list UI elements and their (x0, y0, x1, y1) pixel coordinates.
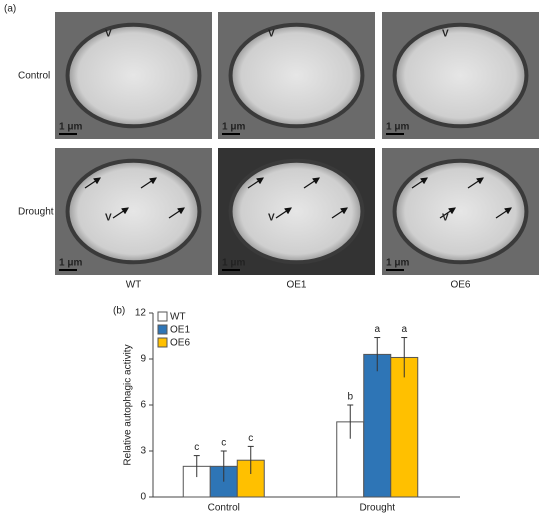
scale-label: 1 μm (386, 258, 409, 269)
arrow (439, 207, 456, 219)
legend-swatch (157, 311, 168, 322)
row-label: Control (18, 71, 50, 82)
bar (182, 465, 211, 498)
vacuole-label: V (442, 29, 449, 40)
significance-letter: c (221, 438, 226, 449)
arrow (495, 207, 512, 219)
significance-letter: b (347, 392, 353, 403)
arrow (331, 207, 348, 219)
panel-label: (b) (113, 306, 125, 317)
arrow (467, 177, 484, 189)
scale-label: 1 μm (222, 122, 245, 133)
scale-label: 1 μm (222, 258, 245, 269)
bar (363, 353, 392, 498)
vacuole-label: V (268, 29, 275, 40)
scale-label: 1 μm (59, 122, 82, 133)
vacuole (228, 22, 365, 129)
arrow (84, 177, 101, 189)
legend-swatch (157, 324, 168, 335)
y-tick-label: 0 (140, 492, 146, 503)
legend-label: WT (170, 312, 186, 323)
scale-label: 1 μm (59, 258, 82, 269)
arrow (275, 207, 292, 219)
bar (390, 356, 419, 498)
arrow (411, 177, 428, 189)
scale-label: 1 μm (386, 122, 409, 133)
legend-label: OE1 (170, 325, 190, 336)
legend-label: OE6 (170, 338, 190, 349)
vacuole (392, 22, 529, 129)
arrow (112, 207, 129, 219)
column-label: OE6 (450, 280, 470, 291)
vacuole (228, 158, 365, 265)
vacuole (65, 22, 202, 129)
vacuole-label: V (105, 213, 112, 224)
y-tick-label: 12 (135, 308, 147, 319)
vacuole-label: V (268, 213, 275, 224)
arrow (247, 177, 264, 189)
y-tick-label: 9 (140, 354, 146, 365)
significance-letter: c (194, 442, 199, 453)
x-tick-label: Control (208, 503, 240, 514)
panel-label: (a) (4, 4, 16, 15)
arrow (303, 177, 320, 189)
y-axis-label: Relative autophagic activity (123, 344, 134, 465)
column-label: OE1 (286, 280, 306, 291)
significance-letter: a (401, 324, 407, 335)
vacuole-label: V (442, 213, 449, 224)
arrow (168, 207, 185, 219)
column-label: WT (126, 280, 142, 291)
y-tick-label: 3 (140, 446, 146, 457)
x-tick-label: Drought (359, 503, 395, 514)
y-tick-label: 6 (140, 400, 146, 411)
significance-letter: a (374, 324, 380, 335)
row-label: Drought (18, 207, 54, 218)
vacuole-label: V (105, 29, 112, 40)
legend-swatch (157, 337, 168, 348)
vacuole (392, 158, 529, 265)
significance-letter: c (248, 433, 253, 444)
vacuole (65, 158, 202, 265)
arrow (140, 177, 157, 189)
